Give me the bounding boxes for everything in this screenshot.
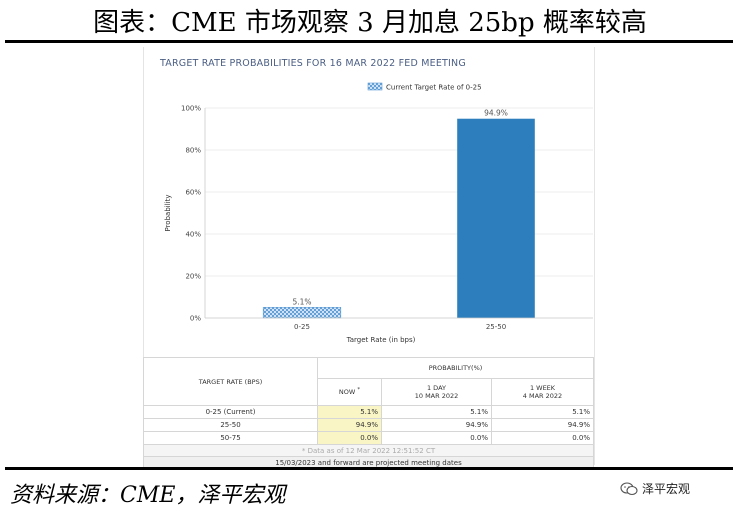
- table-row: 25-50 94.9% 94.9% 94.9%: [143, 418, 594, 432]
- y-tick-label: 60%: [185, 189, 201, 197]
- chart-bars: 5.1% 0-25 94.9% 25-50: [262, 109, 535, 331]
- rate-column-header: TARGET RATE (BPS): [143, 357, 318, 406]
- one-week-cell: 5.1%: [491, 405, 594, 419]
- table-row: 0-25 (Current) 5.1% 5.1% 5.1%: [143, 405, 594, 419]
- x-tick-label: 0-25: [294, 323, 310, 331]
- probability-chart: Current Target Rate of 0-25 0% 20% 40% 60% 8…: [164, 82, 593, 344]
- chart-axes: Target Rate (in bps) Probability: [164, 108, 593, 344]
- rate-cell: 50-75: [143, 431, 318, 445]
- one-week-label: 1 WEEK: [529, 384, 556, 392]
- y-tick-label: 100%: [181, 105, 201, 113]
- now-cell: 0.0%: [317, 431, 382, 445]
- probability-column-header: PROBABILITY(%): [317, 357, 594, 379]
- legend-swatch: [367, 82, 383, 91]
- one-day-date: 10 MAR 2022: [414, 392, 459, 400]
- y-tick-label: 40%: [185, 231, 201, 239]
- chart-legend: Current Target Rate of 0-25: [367, 82, 482, 92]
- y-axis-title: Probability: [164, 194, 172, 231]
- brand-name: 泽平宏观: [642, 482, 691, 496]
- now-footnote-marker: *: [357, 387, 361, 394]
- one-day-cell: 0.0%: [381, 431, 492, 445]
- bar: [262, 306, 342, 319]
- y-tick-label: 80%: [185, 147, 201, 155]
- brand-badge: 泽平宏观: [620, 480, 690, 497]
- source-note: 资料来源：CME，泽平宏观: [10, 483, 286, 508]
- one-day-cell: 5.1%: [381, 405, 492, 419]
- bar: [457, 118, 535, 319]
- x-axis-title: Target Rate (in bps): [346, 336, 416, 344]
- footer-divider: [5, 467, 733, 470]
- rate-cell: 0-25 (Current): [143, 405, 318, 419]
- now-header-label: NOW: [338, 388, 356, 397]
- data-label: 5.1%: [292, 297, 311, 306]
- one-day-cell: 94.9%: [381, 418, 492, 432]
- table-footnote: * Data as of 12 Mar 2022 12:51:52 CT: [143, 444, 594, 457]
- now-cell: 94.9%: [317, 418, 382, 432]
- one-week-date: 4 MAR 2022: [522, 392, 563, 400]
- now-cell: 5.1%: [317, 405, 382, 419]
- wechat-icon: [620, 481, 638, 495]
- chart-title: TARGET RATE PROBABILITIES FOR 16 MAR 202…: [160, 58, 466, 69]
- one-week-cell: 0.0%: [491, 431, 594, 445]
- one-week-cell: 94.9%: [491, 418, 594, 432]
- probability-table: TARGET RATE (BPS) PROBABILITY(%) NOW * 1…: [143, 357, 594, 470]
- x-tick-label: 25-50: [486, 323, 506, 331]
- one-day-column-header: 1 DAY 10 MAR 2022: [381, 378, 492, 406]
- table-row: 50-75 0.0% 0.0% 0.0%: [143, 431, 594, 445]
- y-tick-label: 0%: [190, 315, 201, 323]
- legend-label: Current Target Rate of 0-25: [386, 84, 482, 92]
- data-label: 94.9%: [484, 109, 508, 118]
- now-column-header: NOW *: [317, 378, 382, 406]
- y-tick-label: 20%: [185, 273, 201, 281]
- projected-dates-note: 15/03/2023 and forward are projected mee…: [143, 456, 594, 470]
- one-week-column-header: 1 WEEK 4 MAR 2022: [491, 378, 594, 406]
- title-divider: [5, 40, 733, 43]
- rate-cell: 25-50: [143, 418, 318, 432]
- one-day-label: 1 DAY: [426, 384, 446, 392]
- page-title: 图表：CME 市场观察 3 月加息 25bp 概率较高: [93, 8, 647, 38]
